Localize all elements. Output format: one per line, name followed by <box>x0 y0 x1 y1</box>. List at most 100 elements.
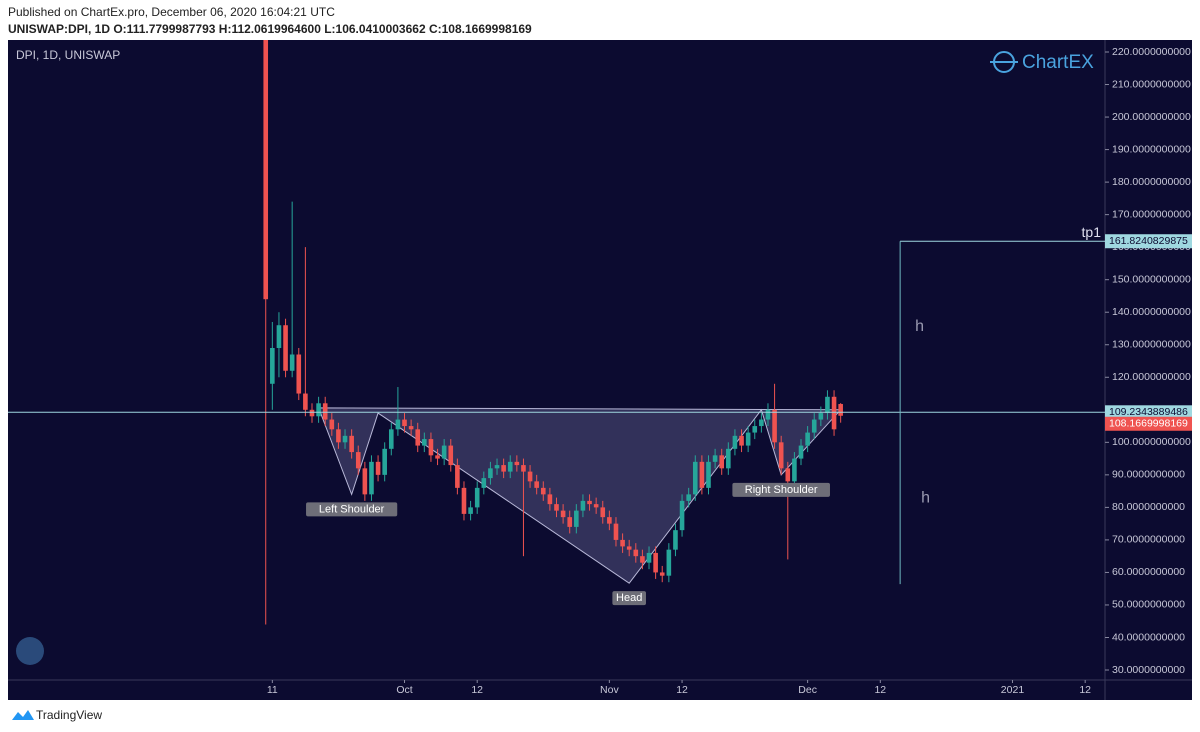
candle-body <box>587 500 592 505</box>
candle-body <box>752 426 758 433</box>
candle-body <box>422 439 427 446</box>
candle-body <box>719 455 725 469</box>
candle-body <box>402 419 407 427</box>
last-price-label: 108.1669998169 <box>1109 418 1188 430</box>
pattern-label-box <box>306 502 398 517</box>
candle-body <box>805 432 810 446</box>
candle-body <box>527 471 533 482</box>
candle-body <box>580 500 586 511</box>
candle-body <box>481 478 487 488</box>
y-tick-label: 180.0000000000 <box>1112 176 1191 188</box>
candle-body <box>673 530 678 550</box>
logo: ChartEX <box>990 51 1094 73</box>
candle-body <box>408 426 414 430</box>
candle-body <box>270 347 275 384</box>
candle-body <box>560 510 566 518</box>
neckline-label-box <box>1105 405 1192 420</box>
candle-body <box>831 396 837 430</box>
candle-body <box>375 461 381 475</box>
candle-body <box>633 549 639 557</box>
candle-body <box>455 465 460 488</box>
x-tick-label: 12 <box>676 684 688 696</box>
pattern-label: Head <box>616 592 642 604</box>
candle-body <box>811 419 817 433</box>
y-tick-label: 130.0000000000 <box>1112 339 1191 351</box>
candle-body <box>289 354 295 371</box>
candle-body <box>336 429 341 443</box>
candle-body <box>474 487 480 508</box>
x-tick-label: Nov <box>600 684 619 696</box>
footer: TradingView <box>12 708 102 722</box>
candle-body <box>388 429 394 449</box>
candle-body <box>785 468 791 482</box>
candle-body <box>435 455 440 459</box>
candle-body <box>415 429 421 446</box>
published-line: Published on ChartEx.pro, December 06, 2… <box>8 5 335 19</box>
candle-body <box>653 552 658 573</box>
candle-body <box>732 435 738 449</box>
candle-body <box>567 517 573 527</box>
candle-body <box>263 40 269 300</box>
y-tick-label: 200.0000000000 <box>1112 111 1191 123</box>
candle-body <box>825 396 830 414</box>
neckline-label: 109.2343889486 <box>1109 406 1188 418</box>
candle-body <box>540 487 546 495</box>
candle-body <box>607 517 612 524</box>
candle-body <box>706 461 711 488</box>
x-tick-label: 12 <box>1079 684 1091 696</box>
footer-icon <box>12 710 34 720</box>
y-tick-label: 170.0000000000 <box>1112 208 1191 220</box>
candle-body <box>296 354 302 394</box>
y-tick-label: 40.0000000000 <box>1112 631 1185 643</box>
pattern-label-box <box>612 591 646 606</box>
candle-body <box>838 404 843 416</box>
candle-body <box>316 403 321 417</box>
candle-body <box>329 419 335 430</box>
y-tick-label: 220.0000000000 <box>1112 46 1191 58</box>
y-tick-label: 190.0000000000 <box>1112 143 1191 155</box>
candle-body <box>521 465 526 472</box>
candle-body <box>428 439 434 456</box>
x-tick-label: 2021 <box>1001 684 1025 696</box>
y-tick-label: 100.0000000000 <box>1112 436 1191 448</box>
pattern-label: Left Shoulder <box>319 503 385 515</box>
y-tick-label: 90.0000000000 <box>1112 469 1185 481</box>
candle-body <box>349 435 354 453</box>
tp1-label-box <box>1105 234 1192 249</box>
candle-body <box>726 448 731 469</box>
candle-body <box>712 455 718 462</box>
candle-body <box>772 409 777 443</box>
candle-body <box>778 442 784 469</box>
candle-body <box>461 487 467 514</box>
y-tick-label: 50.0000000000 <box>1112 599 1185 611</box>
candle-body <box>759 419 764 427</box>
candle-body <box>322 403 328 420</box>
plot-area <box>8 40 1105 625</box>
candle-body <box>355 452 361 469</box>
candle-body <box>494 465 500 469</box>
candle-body <box>666 549 672 576</box>
y-tick-label: 70.0000000000 <box>1112 534 1185 546</box>
candle-body <box>626 546 632 550</box>
x-tick-label: 11 <box>267 684 278 696</box>
y-tick-label: 30.0000000000 <box>1112 664 1185 676</box>
pattern-label: Right Shoulder <box>745 484 818 496</box>
x-tick-label: 12 <box>471 684 483 696</box>
candle-body <box>686 494 691 501</box>
symbol-line: UNISWAP:DPI, 1D O:111.7799987793 H:112.0… <box>8 22 532 36</box>
candle-body <box>488 468 493 479</box>
candle-body <box>739 435 744 446</box>
measure-label: h <box>915 318 924 335</box>
candle-body <box>600 507 606 518</box>
candle-body <box>745 432 751 446</box>
y-tick-label: 140.0000000000 <box>1112 306 1191 318</box>
candle-body <box>276 325 282 348</box>
candle-body <box>699 461 705 488</box>
tp1-text: tp1 <box>1082 224 1102 240</box>
last-price-box <box>1105 416 1192 431</box>
candle-body <box>303 393 308 410</box>
pattern-label-box <box>732 482 830 497</box>
x-tick-label: Dec <box>798 684 817 696</box>
candle-body <box>283 325 288 371</box>
